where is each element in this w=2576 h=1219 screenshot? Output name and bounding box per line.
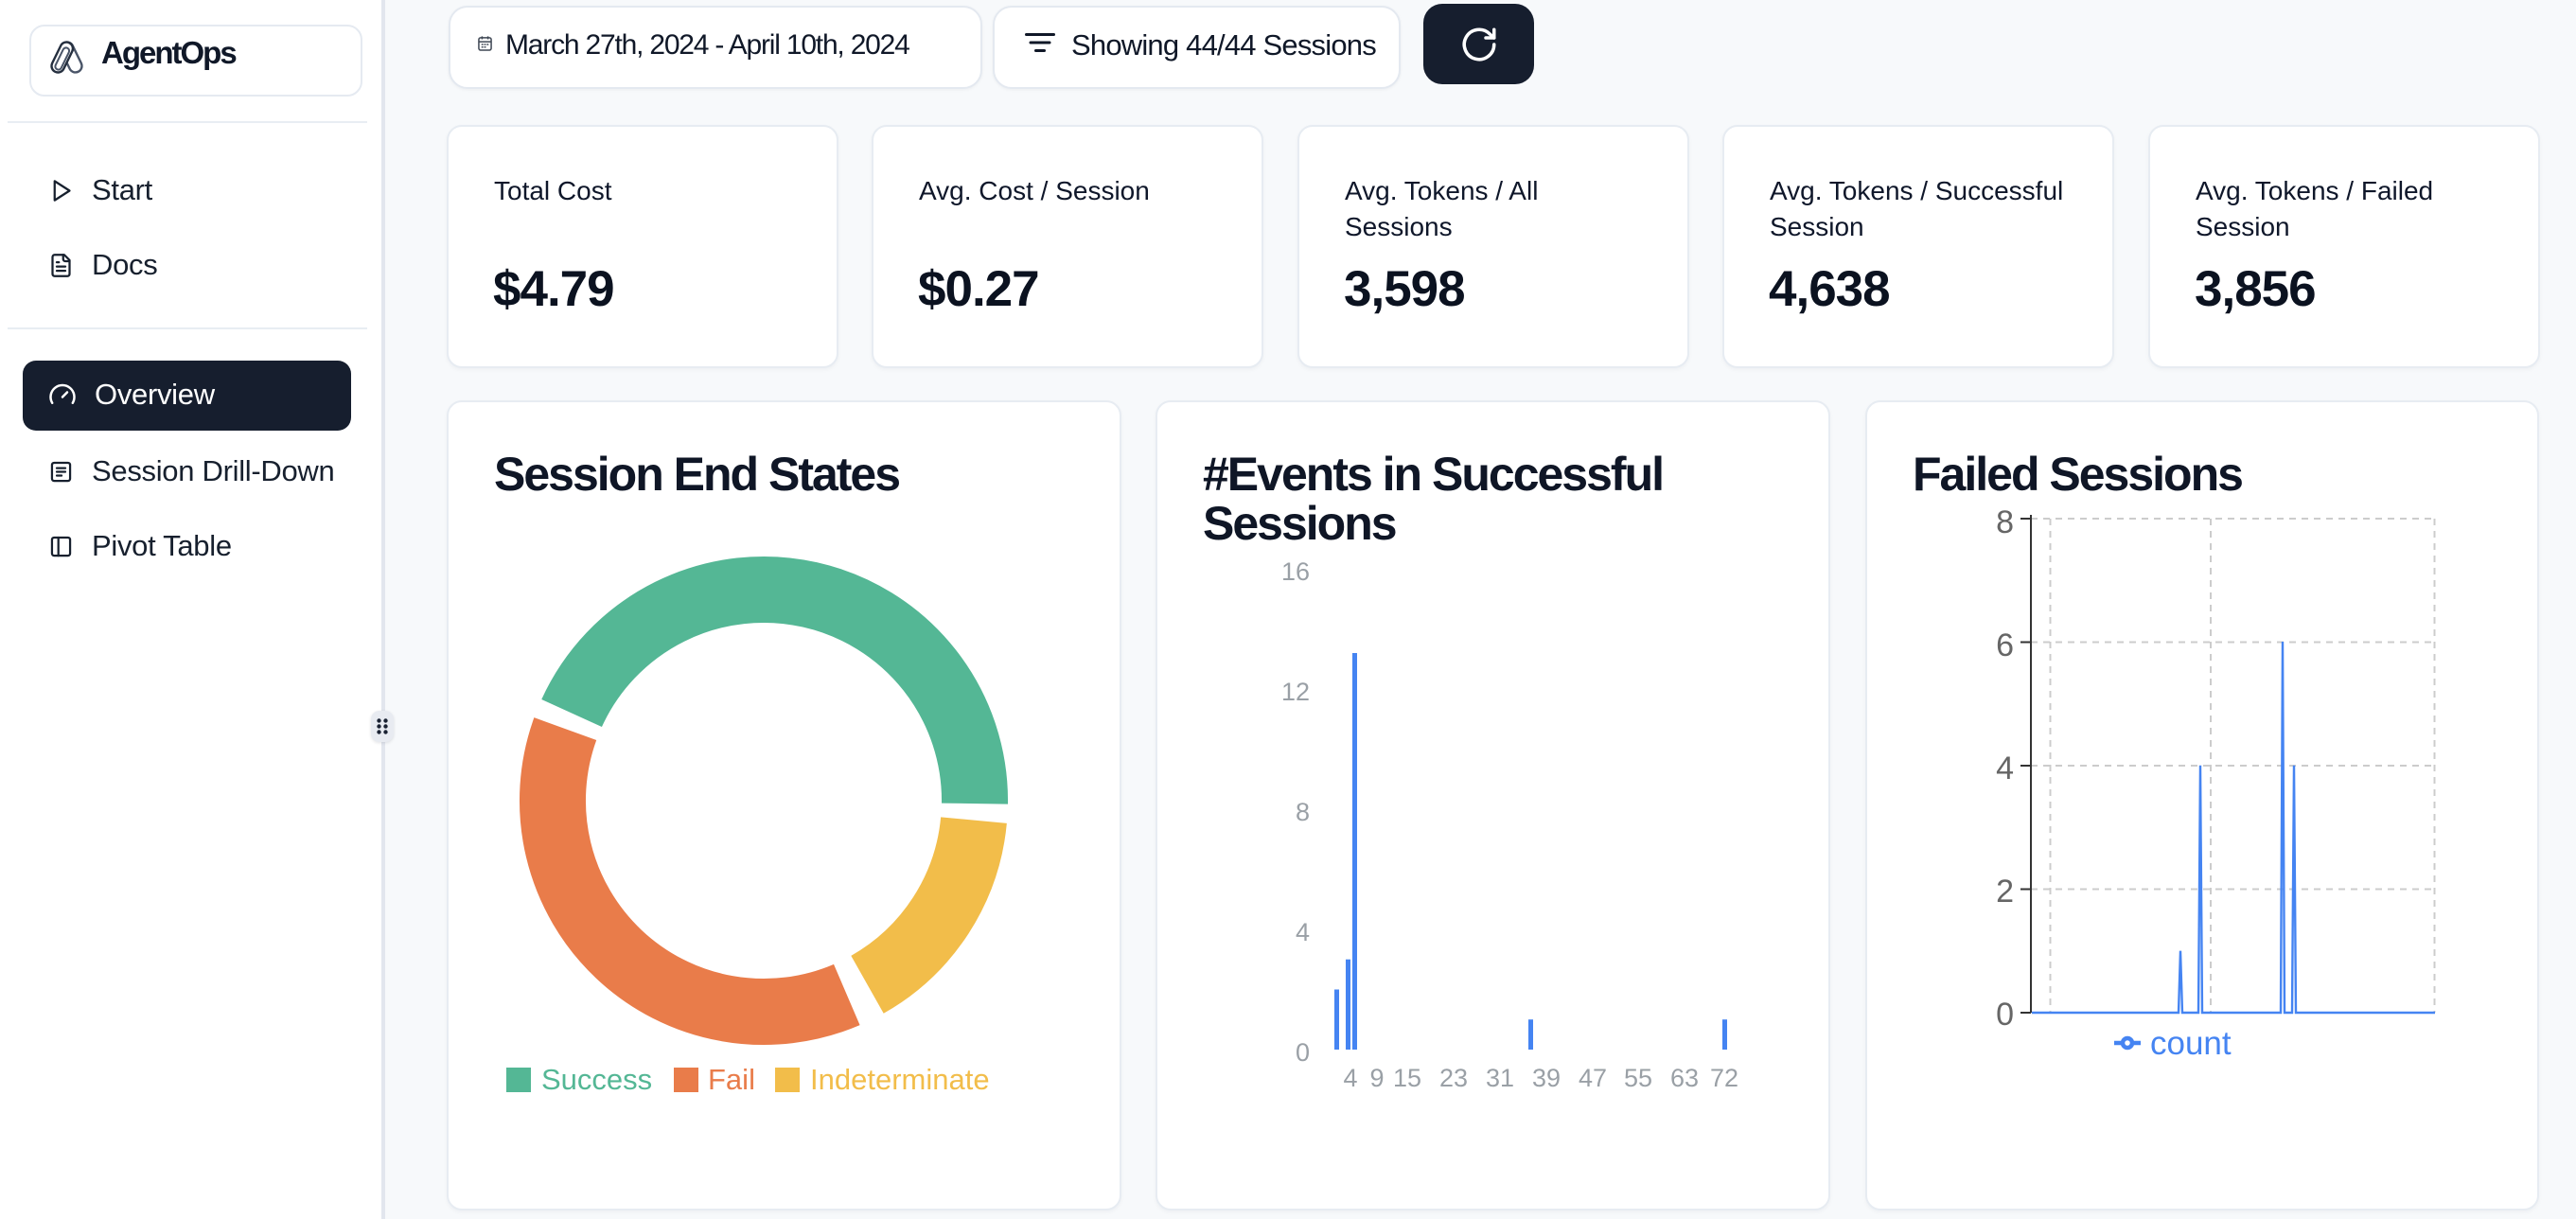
svg-text:count: count	[2150, 1025, 2232, 1062]
svg-text:55: 55	[1624, 1064, 1652, 1092]
svg-text:2: 2	[1996, 874, 2014, 910]
svg-text:0: 0	[1996, 997, 2014, 1033]
svg-text:Success: Success	[541, 1063, 652, 1096]
svg-text:4: 4	[1343, 1064, 1357, 1092]
svg-text:Fail: Fail	[708, 1063, 755, 1096]
svg-text:0: 0	[1296, 1038, 1310, 1067]
svg-text:15: 15	[1393, 1064, 1421, 1092]
svg-text:16: 16	[1281, 557, 1310, 586]
svg-text:31: 31	[1486, 1064, 1514, 1092]
svg-text:8: 8	[1996, 504, 2014, 540]
svg-text:6: 6	[1996, 627, 2014, 663]
svg-text:Indeterminate: Indeterminate	[810, 1063, 990, 1096]
svg-text:9: 9	[1369, 1064, 1384, 1092]
svg-text:12: 12	[1281, 678, 1310, 706]
svg-text:63: 63	[1670, 1064, 1699, 1092]
svg-text:8: 8	[1296, 798, 1310, 826]
svg-text:39: 39	[1532, 1064, 1561, 1092]
svg-text:72: 72	[1710, 1064, 1738, 1092]
svg-text:4: 4	[1296, 918, 1310, 946]
svg-text:47: 47	[1579, 1064, 1607, 1092]
svg-text:23: 23	[1439, 1064, 1468, 1092]
svg-text:4: 4	[1996, 751, 2014, 786]
